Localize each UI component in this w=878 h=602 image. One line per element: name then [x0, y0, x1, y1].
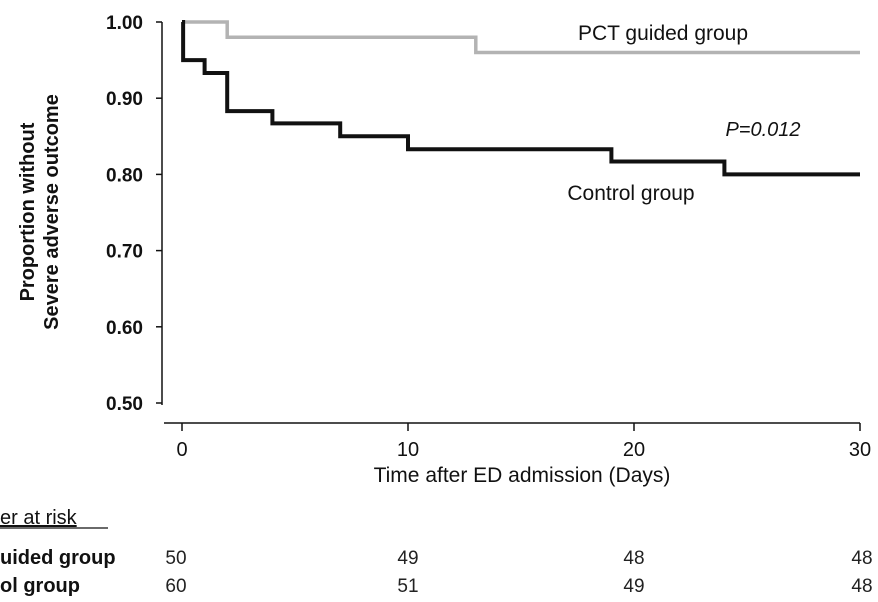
y-axis-title-line1: Proportion without [17, 122, 39, 301]
risk-row-label-pct: uided group [0, 547, 116, 569]
risk-value: 48 [851, 548, 872, 569]
y-ticks: 1.00 0.90 0.80 0.70 0.60 0.50 [106, 13, 162, 415]
y-tick-label: 0.60 [106, 318, 143, 339]
series-label-control: Control group [567, 182, 694, 205]
x-axis-title: Time after ED admission (Days) [374, 464, 671, 487]
y-tick-label: 0.50 [106, 394, 143, 415]
x-tick-label: 0 [176, 439, 187, 461]
pct-guided-curve [182, 20, 860, 55]
x-tick-label: 20 [623, 439, 645, 461]
x-ticks: 0 10 20 30 [176, 423, 871, 461]
risk-values: 50 49 48 48 60 51 49 48 [165, 548, 872, 597]
y-tick-label: 0.70 [106, 242, 143, 263]
risk-value: 49 [397, 548, 418, 569]
risk-value: 48 [851, 576, 872, 597]
risk-row-label-control: ol group [0, 575, 80, 597]
y-tick-label: 1.00 [106, 13, 143, 34]
risk-value: 60 [165, 576, 186, 597]
series-label-pct: PCT guided group [578, 22, 748, 45]
y-tick-label: 0.80 [106, 165, 143, 186]
y-tick-label: 0.90 [106, 89, 143, 110]
x-tick-label: 10 [397, 439, 419, 461]
x-tick-label: 30 [849, 439, 871, 461]
risk-table-title: er at risk [0, 507, 78, 529]
risk-value: 48 [623, 548, 644, 569]
p-value: P=0.012 [725, 119, 800, 141]
survival-curves [181, 20, 860, 177]
control-curve [181, 20, 860, 177]
risk-value: 49 [623, 576, 644, 597]
y-axis-title-line2: Severe adverse outcome [41, 94, 63, 330]
risk-value: 50 [165, 548, 186, 569]
risk-value: 51 [397, 576, 418, 597]
